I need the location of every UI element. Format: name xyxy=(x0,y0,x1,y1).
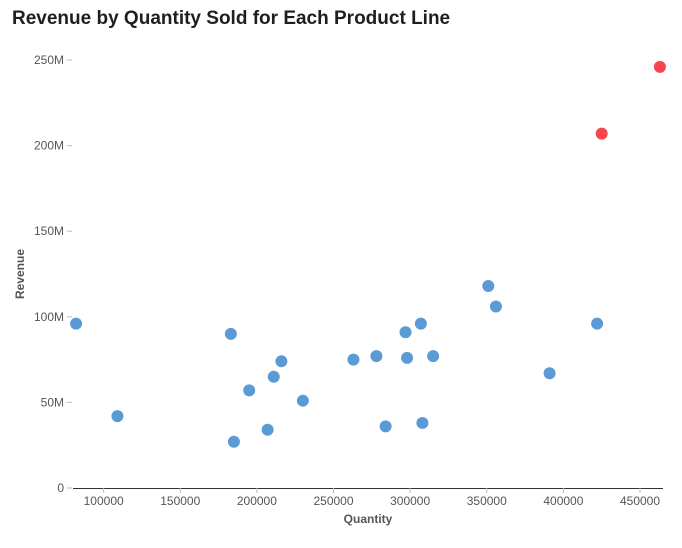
data-point xyxy=(379,420,392,433)
y-tick-label: 200M xyxy=(34,139,64,153)
data-point xyxy=(482,279,495,292)
data-point xyxy=(243,384,256,397)
x-tick-label: 400000 xyxy=(543,494,583,508)
data-point xyxy=(399,326,412,339)
x-tick-label: 150000 xyxy=(160,494,200,508)
x-tick-label: 250000 xyxy=(313,494,353,508)
x-tick-label: 200000 xyxy=(237,494,277,508)
data-point xyxy=(261,423,274,436)
data-point xyxy=(591,317,604,330)
x-tick-label: 450000 xyxy=(620,494,660,508)
data-point xyxy=(347,353,360,366)
x-tick-label: 350000 xyxy=(467,494,507,508)
data-point xyxy=(414,317,427,330)
data-point-highlight xyxy=(595,127,608,140)
data-point xyxy=(267,370,280,383)
data-point xyxy=(296,394,309,407)
y-tick-label: 150M xyxy=(34,224,64,238)
data-point xyxy=(370,350,383,363)
data-point xyxy=(70,317,83,330)
x-tick-label: 300000 xyxy=(390,494,430,508)
y-axis-title: Revenue xyxy=(13,249,27,299)
data-point xyxy=(543,367,556,380)
data-point xyxy=(224,327,237,340)
y-tick-label: 250M xyxy=(34,53,64,67)
data-point xyxy=(427,350,440,363)
x-tick-label: 100000 xyxy=(84,494,124,508)
data-point xyxy=(489,300,502,313)
data-point xyxy=(111,410,124,423)
data-point xyxy=(227,435,240,448)
y-tick-label: 0 xyxy=(57,481,64,495)
data-point xyxy=(416,416,429,429)
y-tick-label: 100M xyxy=(34,310,64,324)
chart-title: Revenue by Quantity Sold for Each Produc… xyxy=(12,8,451,29)
data-point xyxy=(275,355,288,368)
x-axis-title: Quantity xyxy=(344,512,393,526)
data-point-highlight xyxy=(653,60,666,73)
y-tick-label: 50M xyxy=(41,395,64,409)
data-point xyxy=(401,351,414,364)
